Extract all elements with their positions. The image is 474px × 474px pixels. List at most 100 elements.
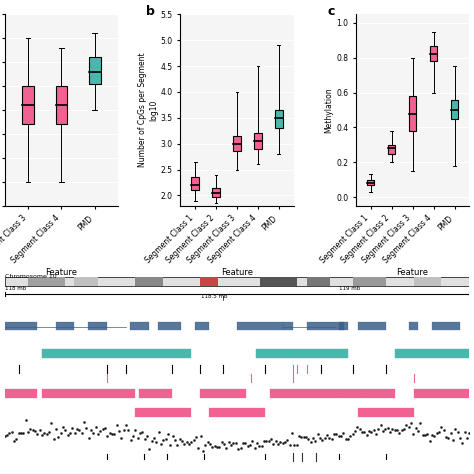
Point [304, 435, 312, 443]
Point [69, 424, 76, 432]
Bar [158, 322, 181, 330]
Point [384, 424, 392, 431]
Point [365, 428, 373, 435]
Point [272, 437, 279, 445]
Point [400, 425, 408, 432]
Point [237, 444, 244, 452]
Point [178, 437, 186, 445]
Point [449, 437, 457, 444]
Point [417, 419, 424, 427]
Point [153, 438, 160, 446]
Point [438, 423, 445, 430]
Point [73, 426, 81, 433]
Point [410, 430, 417, 438]
Point [274, 441, 282, 448]
Point [141, 436, 148, 443]
Point [382, 425, 389, 433]
Point [183, 438, 191, 446]
Bar [28, 277, 65, 286]
Point [232, 439, 240, 447]
Point [451, 425, 459, 433]
Point [302, 433, 310, 441]
Bar [367, 180, 374, 185]
Text: c: c [328, 5, 335, 18]
Point [43, 430, 51, 438]
Point [195, 445, 202, 452]
Point [258, 442, 265, 449]
Bar [358, 322, 386, 330]
Point [204, 438, 211, 446]
Point [426, 437, 433, 444]
Point [129, 432, 137, 440]
Bar [233, 136, 241, 152]
Point [202, 441, 210, 448]
Point [246, 441, 254, 449]
Point [104, 432, 111, 440]
Point [209, 443, 216, 451]
Point [110, 431, 118, 438]
Point [458, 440, 466, 447]
Y-axis label: Number of CpGs per Segment
log10: Number of CpGs per Segment log10 [138, 53, 158, 167]
Point [435, 428, 443, 436]
Point [367, 428, 375, 436]
Point [241, 439, 249, 447]
Point [239, 439, 246, 447]
Bar [307, 277, 330, 286]
Point [62, 427, 69, 434]
Text: 118 mb: 118 mb [5, 286, 26, 291]
Point [440, 427, 447, 434]
Point [465, 429, 473, 437]
Point [171, 437, 179, 444]
Text: 119 mb: 119 mb [339, 286, 360, 291]
Point [255, 442, 263, 449]
Point [213, 443, 221, 451]
Bar [55, 86, 67, 124]
Point [323, 431, 331, 438]
Point [300, 434, 307, 441]
Point [160, 437, 167, 444]
Point [344, 435, 352, 443]
Point [38, 432, 46, 439]
Point [230, 439, 237, 447]
Text: Chromosome 10: Chromosome 10 [5, 273, 56, 279]
Point [216, 444, 223, 451]
Point [76, 426, 83, 434]
Point [388, 426, 396, 433]
Bar [353, 277, 386, 286]
Point [113, 422, 120, 429]
Point [120, 426, 128, 433]
Point [200, 448, 207, 456]
Bar [339, 322, 348, 330]
Point [164, 430, 172, 438]
Bar [283, 322, 293, 330]
Point [8, 428, 16, 436]
Point [34, 430, 41, 438]
Point [125, 426, 132, 433]
Bar [74, 277, 98, 286]
Point [307, 438, 314, 446]
Bar [88, 322, 107, 330]
Bar [275, 110, 283, 128]
Point [92, 424, 100, 431]
Point [162, 435, 170, 442]
Bar [209, 409, 265, 417]
Point [41, 429, 48, 437]
Point [445, 435, 452, 442]
Point [393, 426, 401, 434]
Point [29, 426, 36, 434]
Point [291, 441, 298, 449]
Point [167, 441, 174, 449]
Bar [130, 322, 149, 330]
Bar [42, 348, 191, 358]
Point [421, 431, 428, 439]
Point [223, 445, 230, 452]
Point [197, 432, 205, 439]
Point [386, 428, 394, 436]
Point [419, 431, 427, 438]
Point [31, 427, 39, 435]
Point [309, 434, 317, 442]
Point [363, 431, 370, 439]
Point [106, 429, 114, 437]
Point [395, 429, 403, 437]
Bar [430, 46, 437, 61]
